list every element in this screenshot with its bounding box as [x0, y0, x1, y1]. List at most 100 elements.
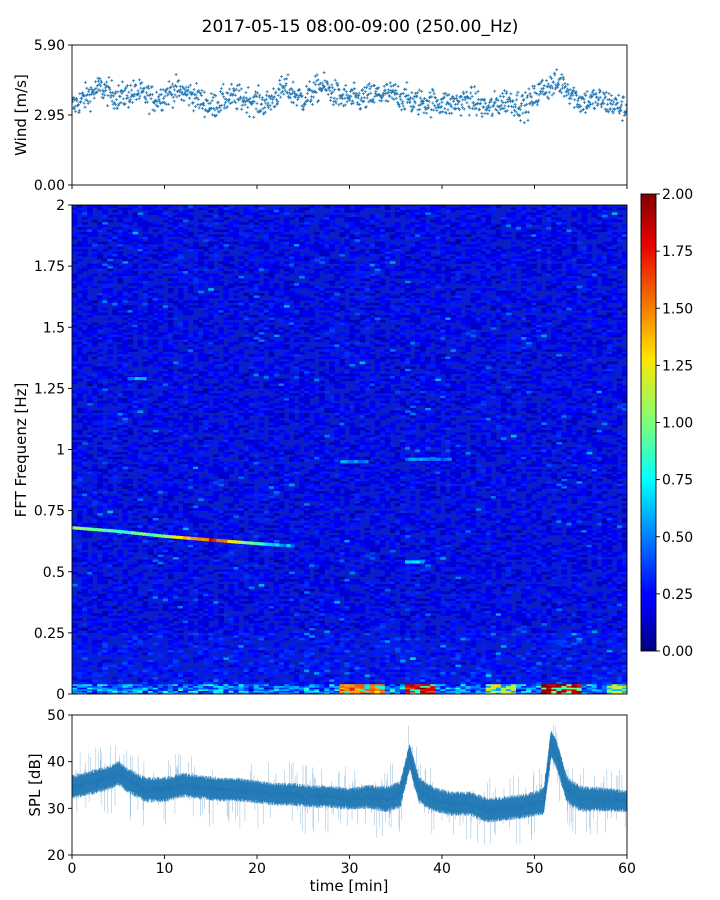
spectrogram-cell [72, 246, 78, 250]
spectrogram-cell [435, 383, 441, 387]
spectrogram-cell [97, 224, 103, 228]
spectrogram-cell [319, 241, 325, 245]
spectrogram-cell [117, 329, 124, 333]
spectrogram-cell [399, 312, 406, 316]
spectrogram-cell [485, 241, 492, 245]
spectrogram-cell [611, 249, 618, 252]
spectrogram-cell [399, 293, 406, 296]
spectrogram-cell [505, 376, 512, 379]
spectrogram-cell [238, 263, 245, 267]
spectrogram-cell [228, 212, 235, 215]
spectrogram-cell [132, 217, 139, 220]
spectrogram-cell [470, 327, 477, 330]
spectrogram-cell [586, 371, 593, 374]
spectrogram-cell [172, 251, 179, 255]
spectrogram-cell [606, 400, 613, 404]
spectrogram-cell [258, 246, 265, 250]
spectrogram-cell [193, 300, 199, 304]
spectrogram-cell [233, 395, 240, 399]
spectrogram-cell [571, 337, 578, 340]
spectrogram-cell [465, 222, 472, 225]
spectrogram-cell [616, 258, 623, 262]
spectrogram-cell [621, 256, 627, 259]
spectrogram-cell [521, 261, 527, 264]
spectrogram-cell [546, 273, 552, 277]
wind-panel: 0.002.955.90 Wind [m/s] [12, 38, 628, 194]
spectrogram-cell [611, 395, 618, 399]
spectrogram-cell [213, 356, 219, 360]
spectrogram-cell [152, 373, 159, 377]
spectrogram-cell [399, 400, 406, 404]
spectrogram-cell [510, 275, 517, 279]
spectrogram-cell [268, 209, 275, 213]
spectrogram-cell [566, 271, 573, 274]
spectrogram-cell [394, 288, 401, 291]
spectrogram-cell [137, 373, 144, 377]
spectrogram-cell [117, 368, 124, 372]
spectrogram-cell [77, 290, 83, 294]
spectrogram-cell [142, 315, 149, 318]
spectrogram-cell [435, 334, 441, 338]
spectrogram-cell [188, 359, 194, 362]
spectrogram-cell [77, 214, 83, 218]
spectrogram-cell [445, 251, 452, 255]
spectrogram-cell [405, 261, 411, 264]
spectrogram-cell [314, 241, 320, 245]
spectrogram-cell [213, 407, 219, 411]
spectrogram-cell [596, 361, 603, 365]
spectrogram-cell [591, 283, 598, 286]
spectrogram-cell [571, 324, 578, 328]
spectrogram-cell [621, 236, 627, 240]
spectrogram-cell [571, 354, 578, 357]
spectrogram-cell [596, 261, 603, 264]
spectrogram-cell [445, 209, 452, 213]
spectrogram-cell [203, 383, 209, 387]
spectrogram-cell [253, 285, 260, 289]
spectrogram-cell [263, 278, 270, 281]
spectrogram-cell [162, 346, 169, 350]
spectrogram-cell [132, 236, 139, 240]
spectrogram-cell [339, 288, 346, 291]
spectrogram-cell [450, 349, 457, 352]
spectrogram-cell [203, 366, 209, 370]
spectrogram-cell [314, 236, 320, 240]
spectrogram-cell [243, 400, 250, 404]
spectrogram-cell [374, 297, 381, 301]
spectrogram-cell [132, 273, 139, 277]
spectrogram-cell [132, 212, 139, 215]
spectrogram-cell [405, 349, 411, 352]
spectrogram-cell [152, 263, 159, 267]
spectrogram-cell [606, 373, 613, 377]
spectrogram-cell [218, 312, 224, 316]
spectrogram-cell [606, 405, 613, 409]
spectrogram-cell [384, 363, 391, 367]
spectrogram-cell [561, 288, 568, 291]
spectrogram-cell [616, 280, 623, 284]
spectrogram-cell [193, 273, 199, 277]
spectrogram-cell [354, 407, 361, 411]
spectrogram-cell [415, 244, 421, 247]
spectrogram-cell [516, 219, 522, 223]
spectrogram-cell [77, 398, 83, 401]
spectrogram-cell [485, 351, 492, 355]
spectrogram-cell [500, 293, 507, 296]
spectrogram-cell [556, 385, 563, 389]
spectrogram-cell [248, 297, 255, 301]
spectrogram-cell [374, 251, 381, 255]
spectrogram-cell [425, 385, 431, 389]
spectrogram-cell [450, 241, 457, 245]
spectrogram-cell [228, 381, 235, 384]
spectrogram-cell [379, 319, 386, 323]
spectrogram-cell [137, 324, 144, 328]
spectrogram-cell [253, 266, 260, 269]
spectrogram-cell [172, 334, 179, 338]
spectrogram-cell [309, 407, 315, 411]
spectrogram-cell [258, 354, 265, 357]
spectrogram-cell [440, 368, 446, 372]
spectrogram-cell [581, 373, 588, 377]
spectrogram-cell [364, 288, 371, 291]
spectrogram-cell [510, 398, 517, 401]
spectrogram-cell [490, 339, 497, 343]
spectrogram-cell [273, 368, 280, 372]
spectrogram-cell [278, 363, 285, 367]
